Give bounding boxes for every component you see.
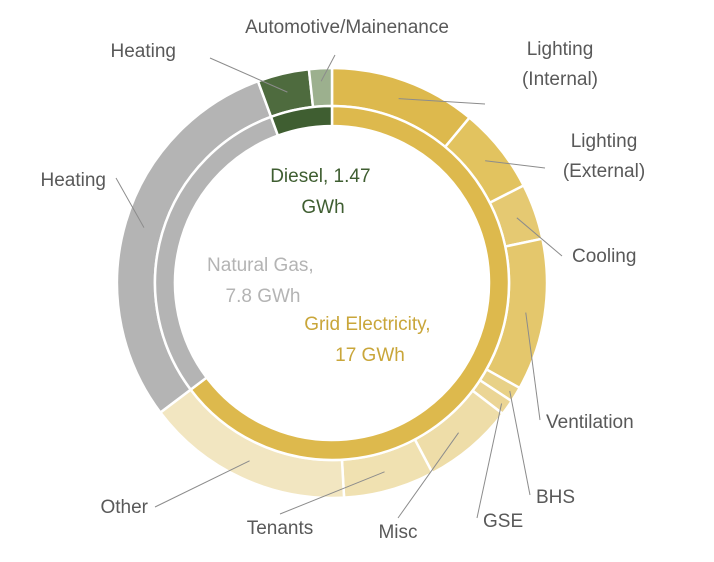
leader-line-heating-diesel — [209, 57, 288, 93]
label-automotive-mainenance-diesel: Automotive/Mainenance — [245, 17, 449, 38]
outer-slice-automotive-mainenance-diesel — [307, 66, 334, 109]
inner-ring — [153, 104, 511, 462]
grid-electricity-center-label: Grid Electricity, 17 GWh — [304, 314, 436, 366]
label-lighting-internal-grid-electricity: Lighting (Internal) — [522, 39, 598, 90]
label-bhs-grid-electricity: BHS — [536, 487, 575, 508]
category-labels: Lighting (Internal) Lighting (External) Cool… — [41, 17, 646, 543]
label-cooling-grid-electricity: Cooling — [572, 246, 636, 267]
natural-gas-center-label: Natural Gas, 7.8 GWh — [207, 255, 319, 307]
leader-line-lighting-external-grid-electricity — [485, 160, 546, 169]
outer-ring — [115, 66, 549, 500]
leader-line-automotive-mainenance-diesel — [320, 54, 336, 82]
leader-line-misc-grid-electricity — [397, 432, 459, 519]
leader-line-other-grid-electricity — [154, 460, 250, 508]
leader-line-heating-natural-gas — [115, 177, 145, 228]
label-gse-grid-electricity: GSE — [483, 511, 523, 532]
label-misc-grid-electricity: Misc — [378, 522, 417, 543]
label-tenants-grid-electricity: Tenants — [247, 518, 314, 539]
label-lighting-external-grid-electricity: Lighting (External) — [563, 131, 645, 182]
leader-line-ventilation-grid-electricity — [525, 312, 541, 421]
label-heating-diesel: Heating — [111, 41, 177, 62]
leader-line-lighting-internal-grid-electricity — [398, 98, 486, 105]
label-heating-natural-gas: Heating — [41, 170, 107, 191]
leader-line-tenants-grid-electricity — [279, 471, 385, 515]
label-ventilation-grid-electricity: Ventilation — [546, 412, 634, 433]
diesel-center-label: Diesel, 1.47 GWh — [270, 166, 376, 218]
leader-line-bhs-grid-electricity — [509, 390, 531, 496]
leader-line-cooling-grid-electricity — [516, 217, 563, 257]
label-other-grid-electricity: Other — [100, 497, 148, 518]
leader-lines — [115, 54, 563, 519]
inner-slice-diesel — [269, 104, 334, 138]
leader-line-gse-grid-electricity — [476, 403, 503, 519]
